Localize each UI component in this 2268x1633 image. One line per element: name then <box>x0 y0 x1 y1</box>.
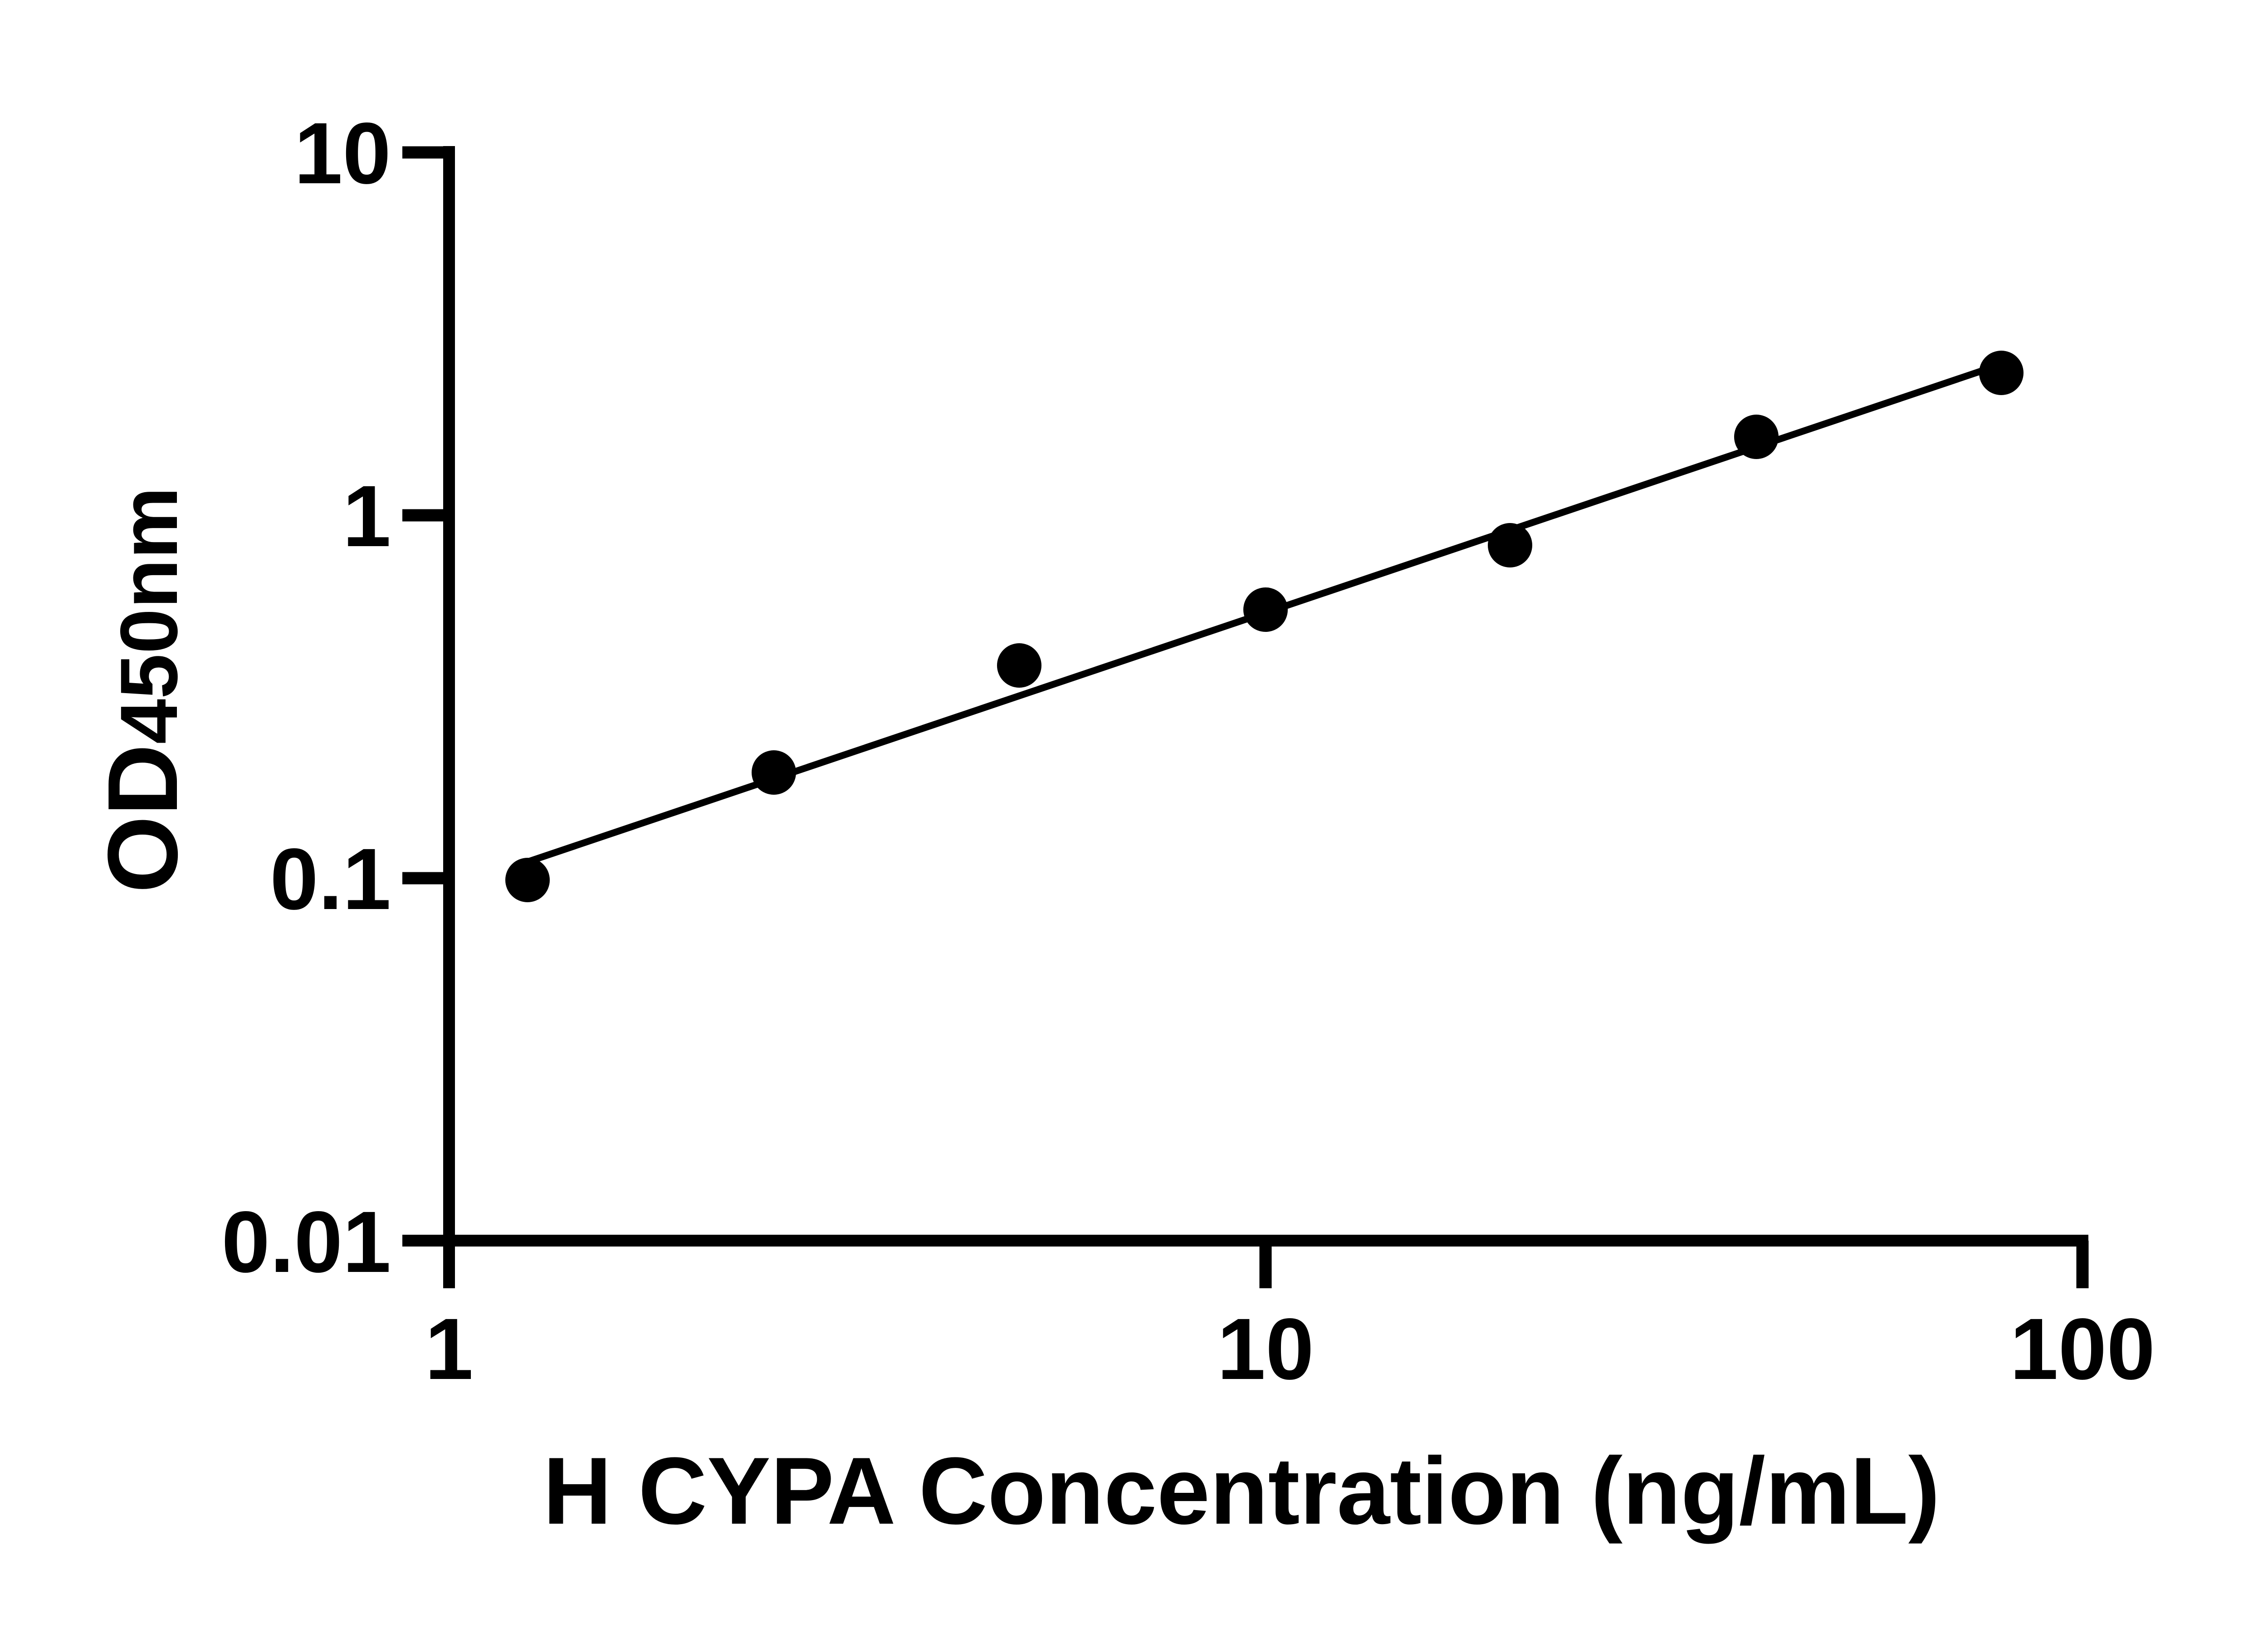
svg-text:0.1: 0.1 <box>270 830 391 928</box>
svg-text:10: 10 <box>294 104 391 202</box>
svg-text:1: 1 <box>425 1300 474 1398</box>
svg-text:H CYPA Concentration (ng/mL): H CYPA Concentration (ng/mL) <box>543 1437 1940 1544</box>
svg-text:1: 1 <box>342 467 391 565</box>
svg-text:100: 100 <box>2010 1300 2155 1398</box>
svg-text:0.01: 0.01 <box>221 1193 391 1291</box>
svg-text:OD450nm: OD450nm <box>88 487 198 893</box>
svg-text:10: 10 <box>1217 1300 1314 1398</box>
